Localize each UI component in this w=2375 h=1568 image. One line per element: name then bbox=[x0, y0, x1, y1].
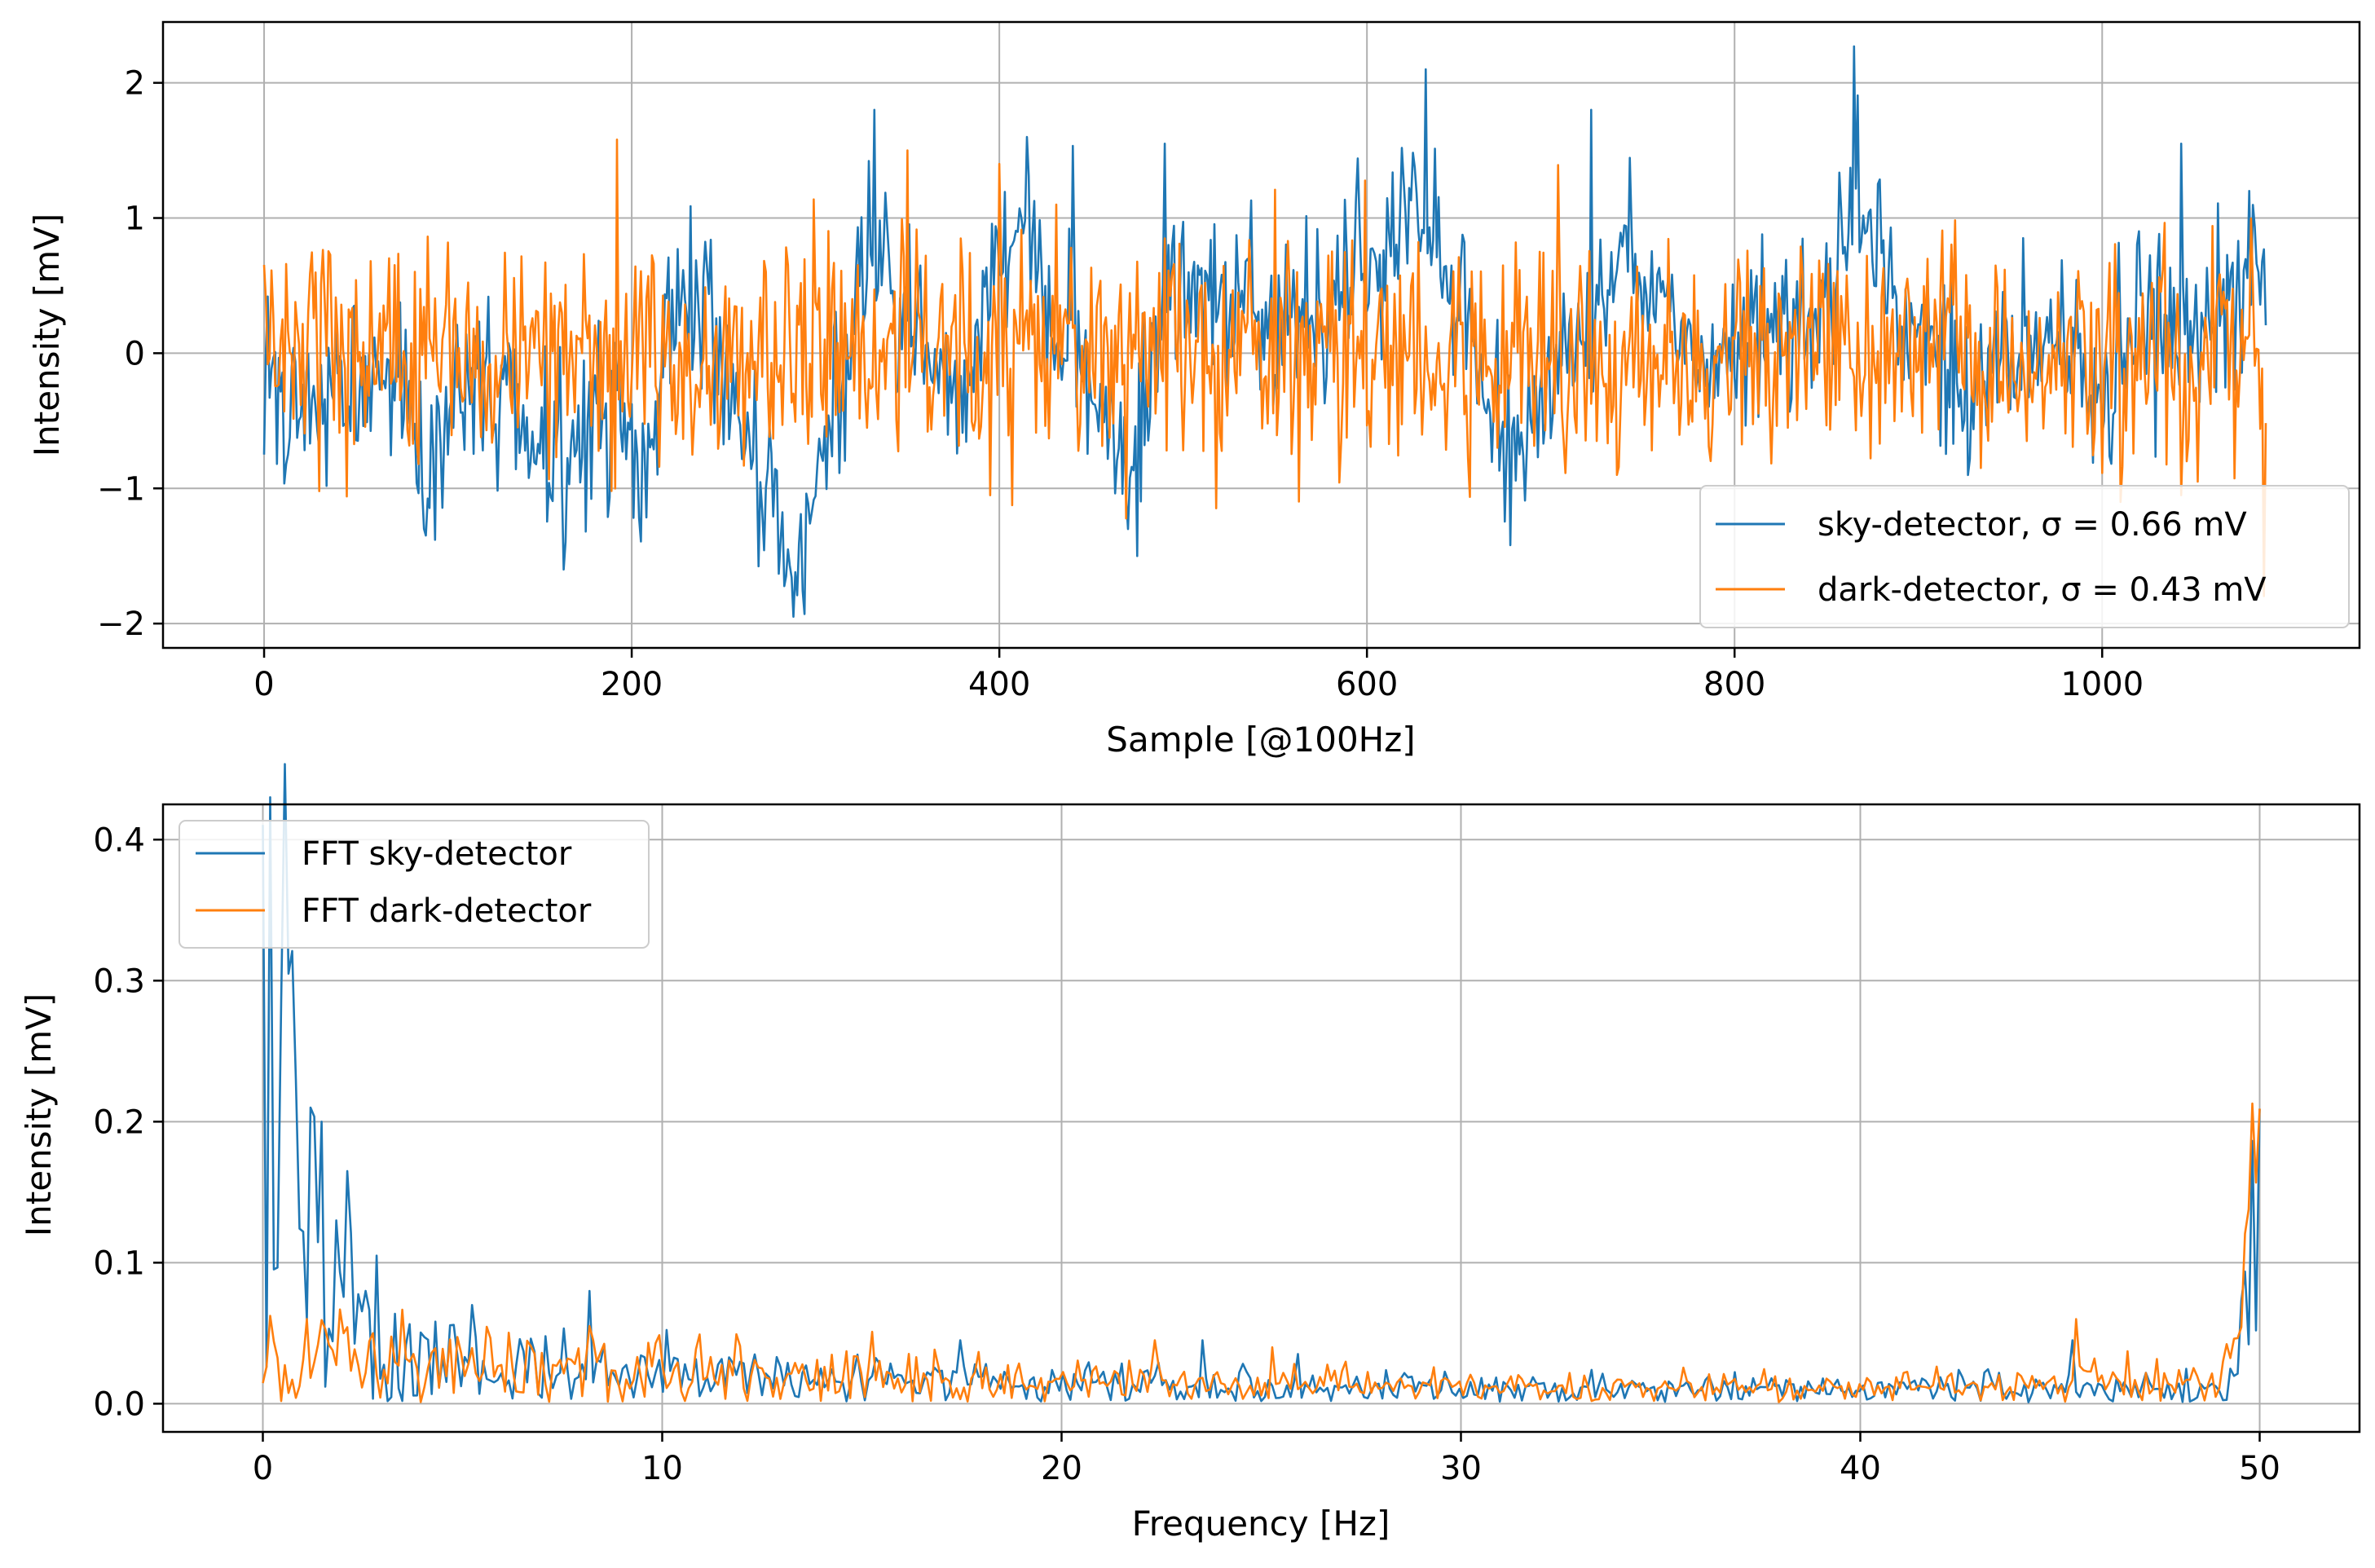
fft-lines bbox=[262, 763, 2261, 1403]
fft-series-sky-detector bbox=[262, 763, 2261, 1403]
fft-x-axis-label: Frequency [Hz] bbox=[1132, 1504, 1390, 1544]
time-series-x-tick-label: 200 bbox=[601, 666, 663, 703]
time-series-y-tick-label: 1 bbox=[125, 200, 145, 238]
fft-ticks: 0 10 20 30 40 50 0.0 0.1 0.2 0.3 0.4 bbox=[93, 821, 2280, 1487]
fft-x-tick-label: 0 bbox=[253, 1450, 273, 1487]
fft-series-dark-detector bbox=[262, 1102, 2261, 1403]
fft-y-tick-label: 0.1 bbox=[93, 1244, 145, 1282]
time-series-x-tick-label: 600 bbox=[1336, 666, 1398, 703]
fft-legend-box bbox=[178, 820, 650, 949]
fft-y-tick-label: 0.0 bbox=[93, 1385, 145, 1423]
time-series-y-tick-label: −1 bbox=[97, 470, 145, 508]
time-series-x-tick-label: 800 bbox=[1703, 666, 1765, 703]
time-series-axes-frame bbox=[161, 20, 2361, 650]
legend-label-sky-detector: sky-detector, σ = 0.66 mV bbox=[1818, 506, 2247, 544]
time-series-y-tick-label: 2 bbox=[125, 65, 145, 103]
fft-legend[interactable]: FFT sky-detector FFT dark-detector bbox=[178, 820, 650, 949]
fft-y-tick-label: 0.4 bbox=[93, 821, 145, 859]
fft-y-tick-label: 0.2 bbox=[93, 1103, 145, 1141]
time-series-x-axis-label: Sample [@100Hz] bbox=[1106, 720, 1415, 760]
fft-axes-frame bbox=[161, 803, 2361, 1434]
legend-label-fft-sky-detector: FFT sky-detector bbox=[302, 835, 572, 873]
time-series-ticks: 0 200 400 600 800 1000 −2 −1 0 1 2 bbox=[97, 65, 2144, 703]
fft-x-tick-label: 30 bbox=[1440, 1450, 1482, 1487]
fft-y-tick-label: 0.3 bbox=[93, 962, 145, 1000]
time-series-legend[interactable]: sky-detector, σ = 0.66 mV dark-detector,… bbox=[1699, 485, 2350, 628]
time-series-legend-box bbox=[1699, 485, 2350, 628]
fft-x-tick-label: 50 bbox=[2239, 1450, 2280, 1487]
time-series-series-dark-detector bbox=[262, 139, 2267, 597]
fft-y-axis-label: Intensity [mV] bbox=[19, 993, 59, 1237]
legend-label-fft-dark-detector: FFT dark-detector bbox=[302, 892, 592, 930]
fft-x-tick-label: 20 bbox=[1041, 1450, 1082, 1487]
time-series-x-tick-label: 1000 bbox=[2060, 666, 2144, 703]
time-series-chart: 0 200 400 600 800 1000 −2 −1 0 1 2 Sample [@100Hz]… bbox=[27, 20, 2361, 760]
fft-chart: 0 10 20 30 40 50 0.0 0.1 0.2 0.3 0.4 Frequency [Hz… bbox=[19, 763, 2361, 1544]
legend-label-dark-detector: dark-detector, σ = 0.43 mV bbox=[1818, 571, 2267, 609]
time-series-lines bbox=[262, 45, 2267, 619]
time-series-y-axis-label: Intensity [mV] bbox=[27, 214, 67, 457]
time-series-x-tick-label: 400 bbox=[968, 666, 1030, 703]
time-series-y-tick-label: −2 bbox=[97, 606, 145, 643]
time-series-y-tick-label: 0 bbox=[125, 335, 145, 372]
fft-x-tick-label: 40 bbox=[1840, 1450, 1881, 1487]
fft-x-tick-label: 10 bbox=[641, 1450, 683, 1487]
time-series-x-tick-label: 0 bbox=[253, 666, 274, 703]
